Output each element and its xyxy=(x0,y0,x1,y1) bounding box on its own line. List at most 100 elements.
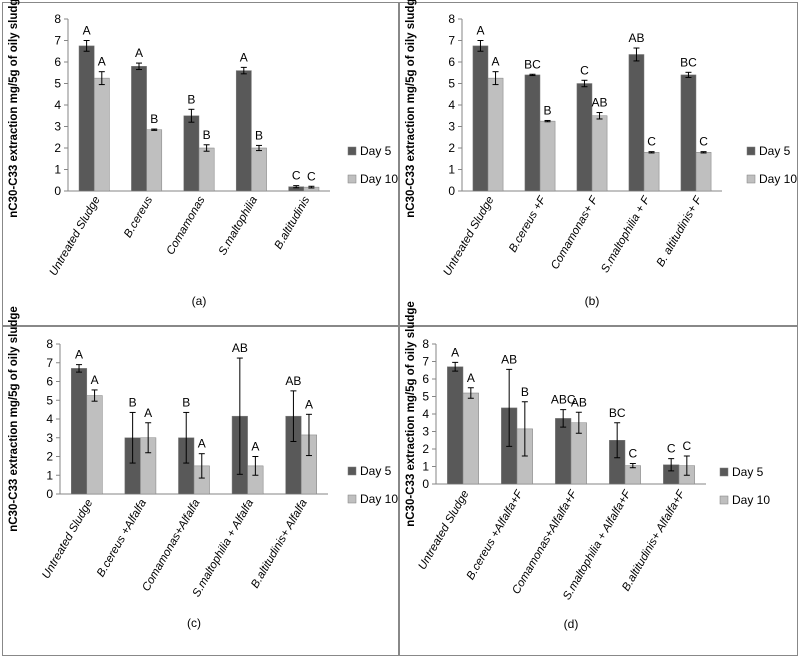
y-tick-label: 3 xyxy=(54,120,61,134)
category-label: B.cereus +Alfalfa+F xyxy=(465,488,526,582)
panel-label: (c) xyxy=(187,616,201,630)
legend-swatch xyxy=(347,146,357,156)
significance-letter: A xyxy=(135,46,143,60)
significance-letter: AB xyxy=(571,395,587,409)
bar-day10 xyxy=(86,395,103,495)
y-tick-label: 6 xyxy=(422,372,429,386)
bar-day5 xyxy=(78,45,95,192)
bar-day5 xyxy=(680,74,697,192)
significance-letter: B xyxy=(182,395,190,409)
significance-letter: A xyxy=(83,24,91,38)
category-label: Comamonas+Alfalfa xyxy=(140,498,202,594)
significance-letter: B xyxy=(544,103,552,117)
chart-panel-c: 0 1 2 3 4 5 6 7 8 nC30-C33 extraction mg/5g of oi… xyxy=(2,306,399,656)
significance-letter: C xyxy=(307,169,316,183)
legend-swatch xyxy=(347,466,357,476)
significance-letter: A xyxy=(240,50,248,64)
chart-panel-b: 0 1 2 3 4 5 6 7 8 nC30-C33 extraction mg/5g of oi… xyxy=(399,0,798,326)
category-label: B.cereus xyxy=(122,194,155,240)
bar-day10 xyxy=(93,77,110,192)
bar-day5 xyxy=(524,74,541,192)
significance-letter: C xyxy=(647,135,656,149)
chart-panel-d: 0 1 2 3 4 5 6 7 8 nC30-C33 extraction mg/5g of oi… xyxy=(399,301,798,656)
chart-panel-a: 0 1 2 3 4 5 6 7 8 nC30-C33 extraction mg/5g of oi… xyxy=(2,0,399,326)
panel-label: (a) xyxy=(192,294,207,308)
chart-a: 0 1 2 3 4 5 6 7 8 nC30-C33 extraction mg/5g of oi… xyxy=(8,0,398,308)
bar-day10 xyxy=(251,147,267,192)
bar-day5 xyxy=(576,83,593,192)
significance-letter: A xyxy=(98,55,106,69)
category-label: Untreated Sludge xyxy=(48,195,103,279)
category-label: B. altitudinis+ F xyxy=(655,194,705,269)
y-tick-label: 8 xyxy=(46,337,53,351)
category-label: S.maltophilia + Alfalfa xyxy=(191,498,257,600)
legend-swatch xyxy=(746,174,756,184)
y-tick-label: 5 xyxy=(448,77,455,91)
y-tick-label: 0 xyxy=(422,477,429,491)
category-label: Comamonas xyxy=(165,194,208,257)
panel-label: (d) xyxy=(564,617,579,631)
category-label: Comamonas+ F xyxy=(549,194,601,272)
legend-label: Day 10 xyxy=(360,492,398,506)
legend-label: Day 5 xyxy=(732,465,764,479)
significance-letter: AB xyxy=(628,31,644,45)
significance-letter: B xyxy=(129,395,137,409)
significance-letter: C xyxy=(682,439,691,453)
significance-letter: C xyxy=(580,63,589,77)
y-tick-label: 0 xyxy=(54,184,61,198)
significance-letter: A xyxy=(467,371,475,385)
significance-letter: A xyxy=(75,348,83,362)
category-label: B.cereus +Alfalfa xyxy=(95,498,149,580)
y-tick-label: 8 xyxy=(54,12,61,26)
y-tick-label: 5 xyxy=(422,390,429,404)
y-tick-label: 3 xyxy=(448,120,455,134)
significance-letter: A xyxy=(198,437,206,451)
bar-day5 xyxy=(183,115,200,192)
bar-day10 xyxy=(643,152,660,192)
category-label: B.altitudinis+ Alfalfa xyxy=(249,498,310,591)
legend-swatch xyxy=(719,467,729,477)
y-tick-label: 8 xyxy=(448,12,455,26)
significance-letter: B xyxy=(203,128,211,142)
bar-day5 xyxy=(131,66,147,192)
significance-letter: A xyxy=(492,55,500,69)
y-tick-label: 7 xyxy=(54,34,61,48)
significance-letter: AB xyxy=(501,352,517,366)
y-tick-label: 0 xyxy=(448,184,455,198)
y-axis-title: nC30-C33 extraction mg/5g of oily sludge xyxy=(405,301,417,527)
legend-label: Day 5 xyxy=(360,144,392,158)
y-tick-label: 1 xyxy=(422,460,429,474)
panel-label: (b) xyxy=(585,294,600,308)
y-axis-title: nC30-C33 extraction mg/5g of oily sludge xyxy=(8,0,20,218)
y-tick-label: 2 xyxy=(422,442,429,456)
y-tick-label: 4 xyxy=(46,412,53,426)
legend-label: Day 5 xyxy=(759,144,791,158)
bar-day5 xyxy=(628,54,645,192)
bar-day10 xyxy=(591,115,608,192)
y-tick-label: 3 xyxy=(46,431,53,445)
y-axis-title: nC30-C33 extraction mg/5g of oily sludge xyxy=(8,306,20,532)
significance-letter: B xyxy=(521,385,529,399)
significance-letter: BC xyxy=(609,406,626,420)
bar-day10 xyxy=(462,392,479,485)
y-tick-label: 1 xyxy=(46,468,53,482)
significance-letter: A xyxy=(144,406,152,420)
y-tick-label: 2 xyxy=(54,141,61,155)
bar-day10 xyxy=(624,465,641,485)
legend-swatch xyxy=(746,146,756,156)
significance-letter: AB xyxy=(592,96,608,110)
significance-letter: C xyxy=(667,442,676,456)
chart-c: 0 1 2 3 4 5 6 7 8 nC30-C33 extraction mg/5g of oi… xyxy=(8,306,398,630)
category-label: B.altitudinis+ Alfalfa+F xyxy=(620,488,688,594)
bar-day10 xyxy=(487,77,504,192)
significance-letter: BC xyxy=(680,55,697,69)
significance-letter: AB xyxy=(232,341,248,355)
significance-letter: ABC xyxy=(551,393,576,407)
y-tick-label: 7 xyxy=(46,356,53,370)
significance-letter: C xyxy=(628,447,637,461)
y-tick-label: 4 xyxy=(54,98,61,112)
legend-label: Day 5 xyxy=(360,464,392,478)
significance-letter: B xyxy=(255,128,263,142)
y-tick-label: 4 xyxy=(448,98,455,112)
legend-swatch xyxy=(719,495,729,505)
